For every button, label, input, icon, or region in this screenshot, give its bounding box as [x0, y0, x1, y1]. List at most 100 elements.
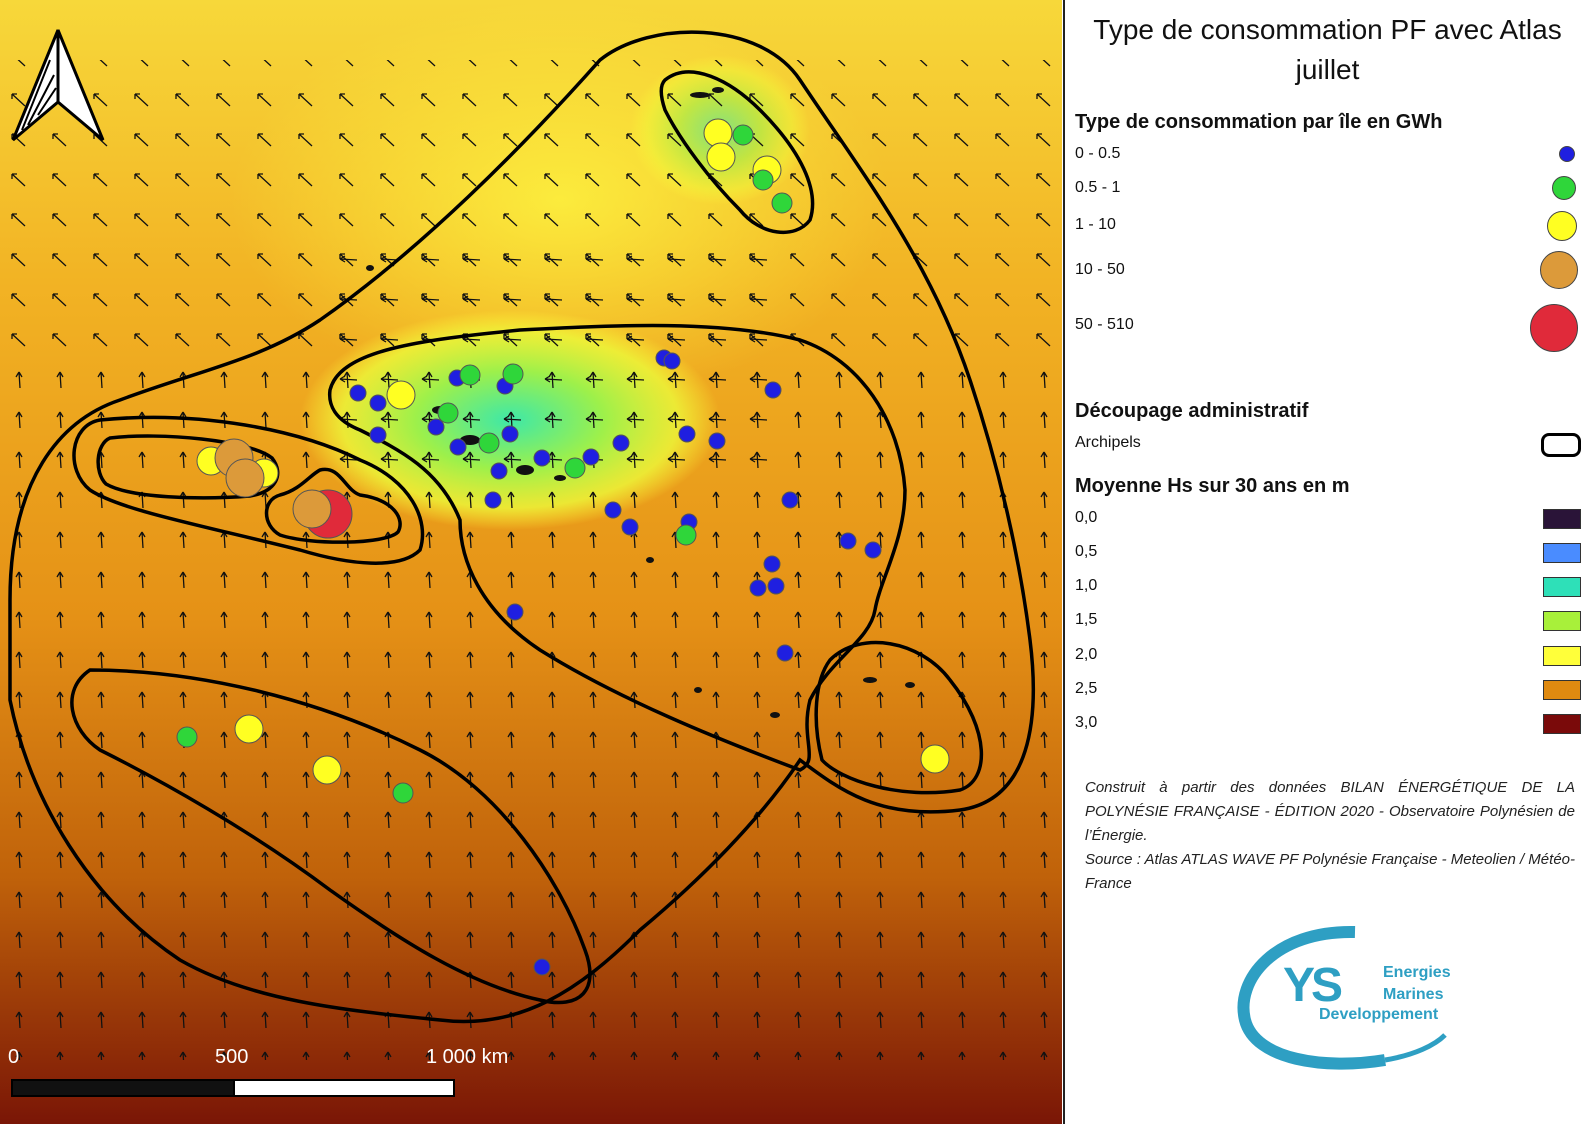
island-point-35[interactable] — [776, 644, 794, 662]
consumption-class-4: 50 - 510 — [1075, 316, 1134, 333]
hs-class-5: 2,5 — [1075, 680, 1098, 697]
island-point-9[interactable] — [427, 418, 445, 436]
island-point-33[interactable] — [767, 577, 785, 595]
island-point-12[interactable] — [501, 425, 519, 443]
scale-bar — [11, 1079, 455, 1097]
company-logo: YS Energies Marines Developpement — [1235, 920, 1495, 1070]
boundary-tuamotu — [327, 323, 907, 772]
hs-class-6: 3,0 — [1075, 714, 1098, 731]
island-point-3[interactable] — [386, 380, 416, 410]
credit-data-source: Construit à partir des données BILAN ÉNE… — [1085, 779, 1575, 844]
scale-label-500: 500 — [215, 1046, 249, 1068]
island-point-30[interactable] — [864, 541, 882, 559]
atoll-shapes — [366, 87, 915, 718]
island-point-22[interactable] — [663, 352, 681, 370]
credit-atlas-source: Source : Atlas ATLAS WAVE PF Polynésie F… — [1085, 851, 1575, 892]
consumption-symbol-1 — [1552, 176, 1576, 200]
island-point-52[interactable] — [533, 958, 551, 976]
boundary-tahiti — [264, 467, 402, 544]
island-point-45[interactable] — [225, 458, 265, 498]
island-point-16[interactable] — [582, 448, 600, 466]
consumption-symbol-0 — [1559, 146, 1575, 162]
hs-swatch-6 — [1543, 714, 1581, 734]
logo-line-energies: Energies — [1383, 964, 1451, 981]
hs-swatch-0 — [1543, 509, 1581, 529]
logo-line-marines: Marines — [1383, 986, 1444, 1003]
island-point-20[interactable] — [621, 518, 639, 536]
admin-heading: Découpage administratif — [1075, 400, 1309, 422]
hs-swatch-2 — [1543, 577, 1581, 597]
island-point-5[interactable] — [459, 364, 481, 386]
island-point-28[interactable] — [675, 524, 697, 546]
island-point-18[interactable] — [484, 491, 502, 509]
island-point-53[interactable] — [920, 744, 950, 774]
island-point-38[interactable] — [706, 142, 736, 172]
wind-arrows-bottom — [0, 360, 1062, 1060]
north-arrow — [11, 29, 105, 142]
hs-class-0: 0,0 — [1075, 509, 1098, 526]
island-point-25[interactable] — [708, 432, 726, 450]
island-point-2[interactable] — [369, 426, 387, 444]
island-point-34[interactable] — [506, 603, 524, 621]
island-point-26[interactable] — [781, 491, 799, 509]
hs-class-1: 0,5 — [1075, 543, 1098, 560]
consumption-class-3: 10 - 50 — [1075, 261, 1125, 278]
hs-heading: Moyenne Hs sur 30 ans en m — [1075, 475, 1350, 497]
hs-swatch-3 — [1543, 611, 1581, 631]
island-point-0[interactable] — [349, 384, 367, 402]
consumption-symbol-4 — [1530, 304, 1578, 352]
logo-line-developpement: Developpement — [1319, 1006, 1439, 1023]
consumption-symbol-3 — [1540, 251, 1578, 289]
island-point-41[interactable] — [771, 192, 793, 214]
archipels-symbol — [1541, 433, 1581, 457]
consumption-class-2: 1 - 10 — [1075, 216, 1116, 233]
scale-label-1000: 1 000 km — [426, 1046, 509, 1068]
scale-label-0: 0 — [8, 1046, 20, 1068]
island-point-10[interactable] — [449, 438, 467, 456]
boundary-polynesia — [8, 30, 1036, 1024]
consumption-class-0: 0 - 0.5 — [1075, 145, 1121, 162]
island-point-47[interactable] — [292, 489, 332, 529]
island-point-40[interactable] — [752, 169, 774, 191]
island-point-11[interactable] — [478, 432, 500, 454]
hs-class-3: 1,5 — [1075, 611, 1098, 628]
island-point-13[interactable] — [490, 462, 508, 480]
island-point-23[interactable] — [764, 381, 782, 399]
map-title-line2: juillet — [1295, 54, 1360, 85]
island-point-36[interactable] — [703, 118, 733, 148]
island-point-15[interactable] — [564, 457, 586, 479]
hs-class-2: 1,0 — [1075, 577, 1098, 594]
island-point-51[interactable] — [392, 782, 414, 804]
island-consumption-points — [176, 118, 950, 976]
logo-swirl-icon — [1237, 925, 1447, 1070]
boundary-australes — [70, 668, 592, 1005]
island-point-48[interactable] — [176, 726, 198, 748]
archipelago-boundaries — [8, 30, 1036, 1024]
island-point-1[interactable] — [369, 394, 387, 412]
logo-mark: YS — [1283, 959, 1343, 1012]
island-point-14[interactable] — [533, 449, 551, 467]
boundary-societe — [72, 415, 425, 565]
admin-item-archipels: Archipels — [1075, 434, 1141, 451]
island-point-37[interactable] — [732, 124, 754, 146]
map-title-line1: Type de consommation PF avec Atlas — [1093, 14, 1562, 45]
hs-swatch-1 — [1543, 543, 1581, 563]
island-point-8[interactable] — [437, 402, 459, 424]
map-canvas[interactable] — [0, 0, 1062, 1124]
boundary-marquises — [659, 70, 815, 235]
island-point-24[interactable] — [678, 425, 696, 443]
consumption-symbol-2 — [1547, 211, 1577, 241]
island-point-17[interactable] — [612, 434, 630, 452]
island-point-31[interactable] — [763, 555, 781, 573]
hs-swatch-4 — [1543, 646, 1581, 666]
island-point-29[interactable] — [839, 532, 857, 550]
island-point-19[interactable] — [604, 501, 622, 519]
island-point-49[interactable] — [234, 714, 264, 744]
island-point-7[interactable] — [502, 363, 524, 385]
consumption-class-1: 0.5 - 1 — [1075, 179, 1121, 196]
boundary-gambier — [814, 640, 984, 795]
island-point-32[interactable] — [749, 579, 767, 597]
island-point-50[interactable] — [312, 755, 342, 785]
consumption-heading: Type de consommation par île en GWh — [1075, 111, 1443, 133]
hs-swatch-5 — [1543, 680, 1581, 700]
